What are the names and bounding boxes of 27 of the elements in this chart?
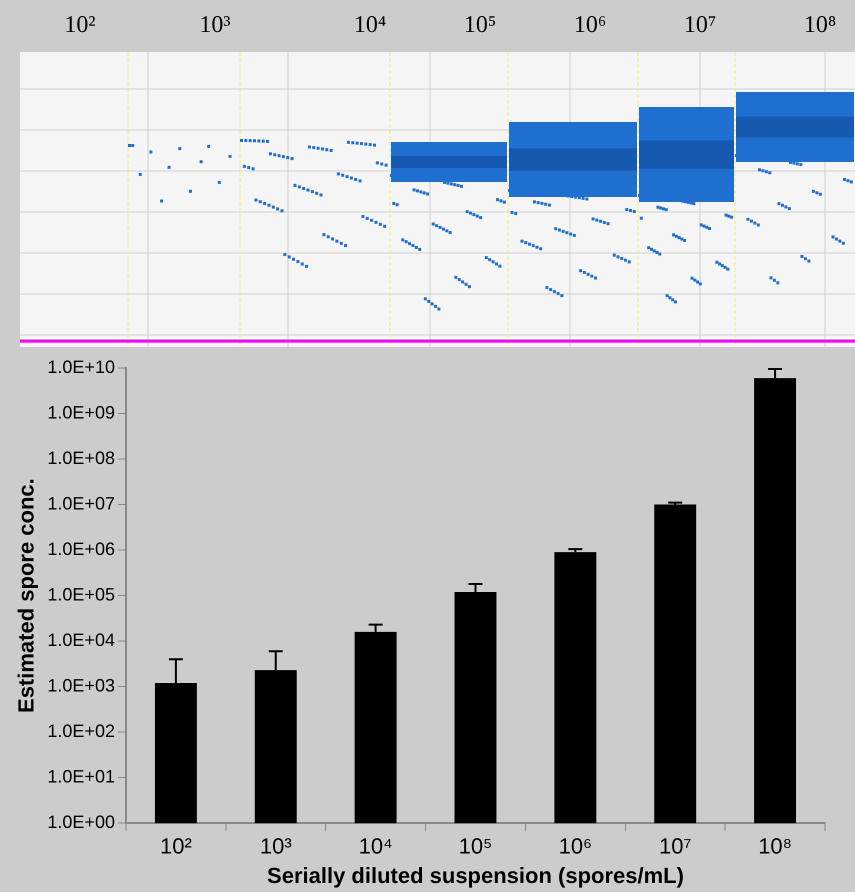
- text: 10²: [64, 12, 96, 39]
- x-tick-label: 10⁵: [458, 833, 492, 858]
- x-tick-label: 10⁴: [358, 833, 393, 858]
- y-tick-label: 1.0E+05: [47, 584, 115, 605]
- text: 10⁸: [804, 12, 836, 39]
- y-tick-label: 1.0E+10: [47, 356, 115, 377]
- y-tick-label: 1.0E+02: [47, 721, 115, 742]
- text: 10⁴: [354, 12, 386, 39]
- y-tick-label: 1.0E+08: [47, 448, 115, 468]
- text: 10⁶: [574, 12, 606, 39]
- y-tick-label: 1.0E+00: [47, 812, 115, 832]
- x-tick-label: 10⁶: [558, 833, 592, 858]
- y-axis-title: Estimated spore conc.: [13, 478, 38, 713]
- x-axis-title: Serially diluted suspension (spores/mL): [267, 862, 684, 888]
- x-tick-label: 10⁷: [658, 833, 692, 858]
- text: 10⁵: [464, 12, 496, 39]
- y-tick-label: 1.0E+03: [47, 676, 115, 696]
- y-tick-label: 1.0E+01: [47, 766, 115, 787]
- text: 10⁷: [684, 12, 716, 39]
- text: 10³: [199, 12, 231, 39]
- x-tick-label: 10²: [160, 833, 192, 858]
- y-tick-label: 1.0E+07: [47, 494, 115, 514]
- x-tick-label: 10³: [260, 833, 292, 858]
- y-tick-label: 1.0E+06: [47, 539, 115, 560]
- x-tick-label: 10⁸: [758, 833, 792, 858]
- y-tick-label: 1.0E+04: [47, 630, 115, 650]
- y-tick-label: 1.0E+09: [47, 402, 115, 422]
